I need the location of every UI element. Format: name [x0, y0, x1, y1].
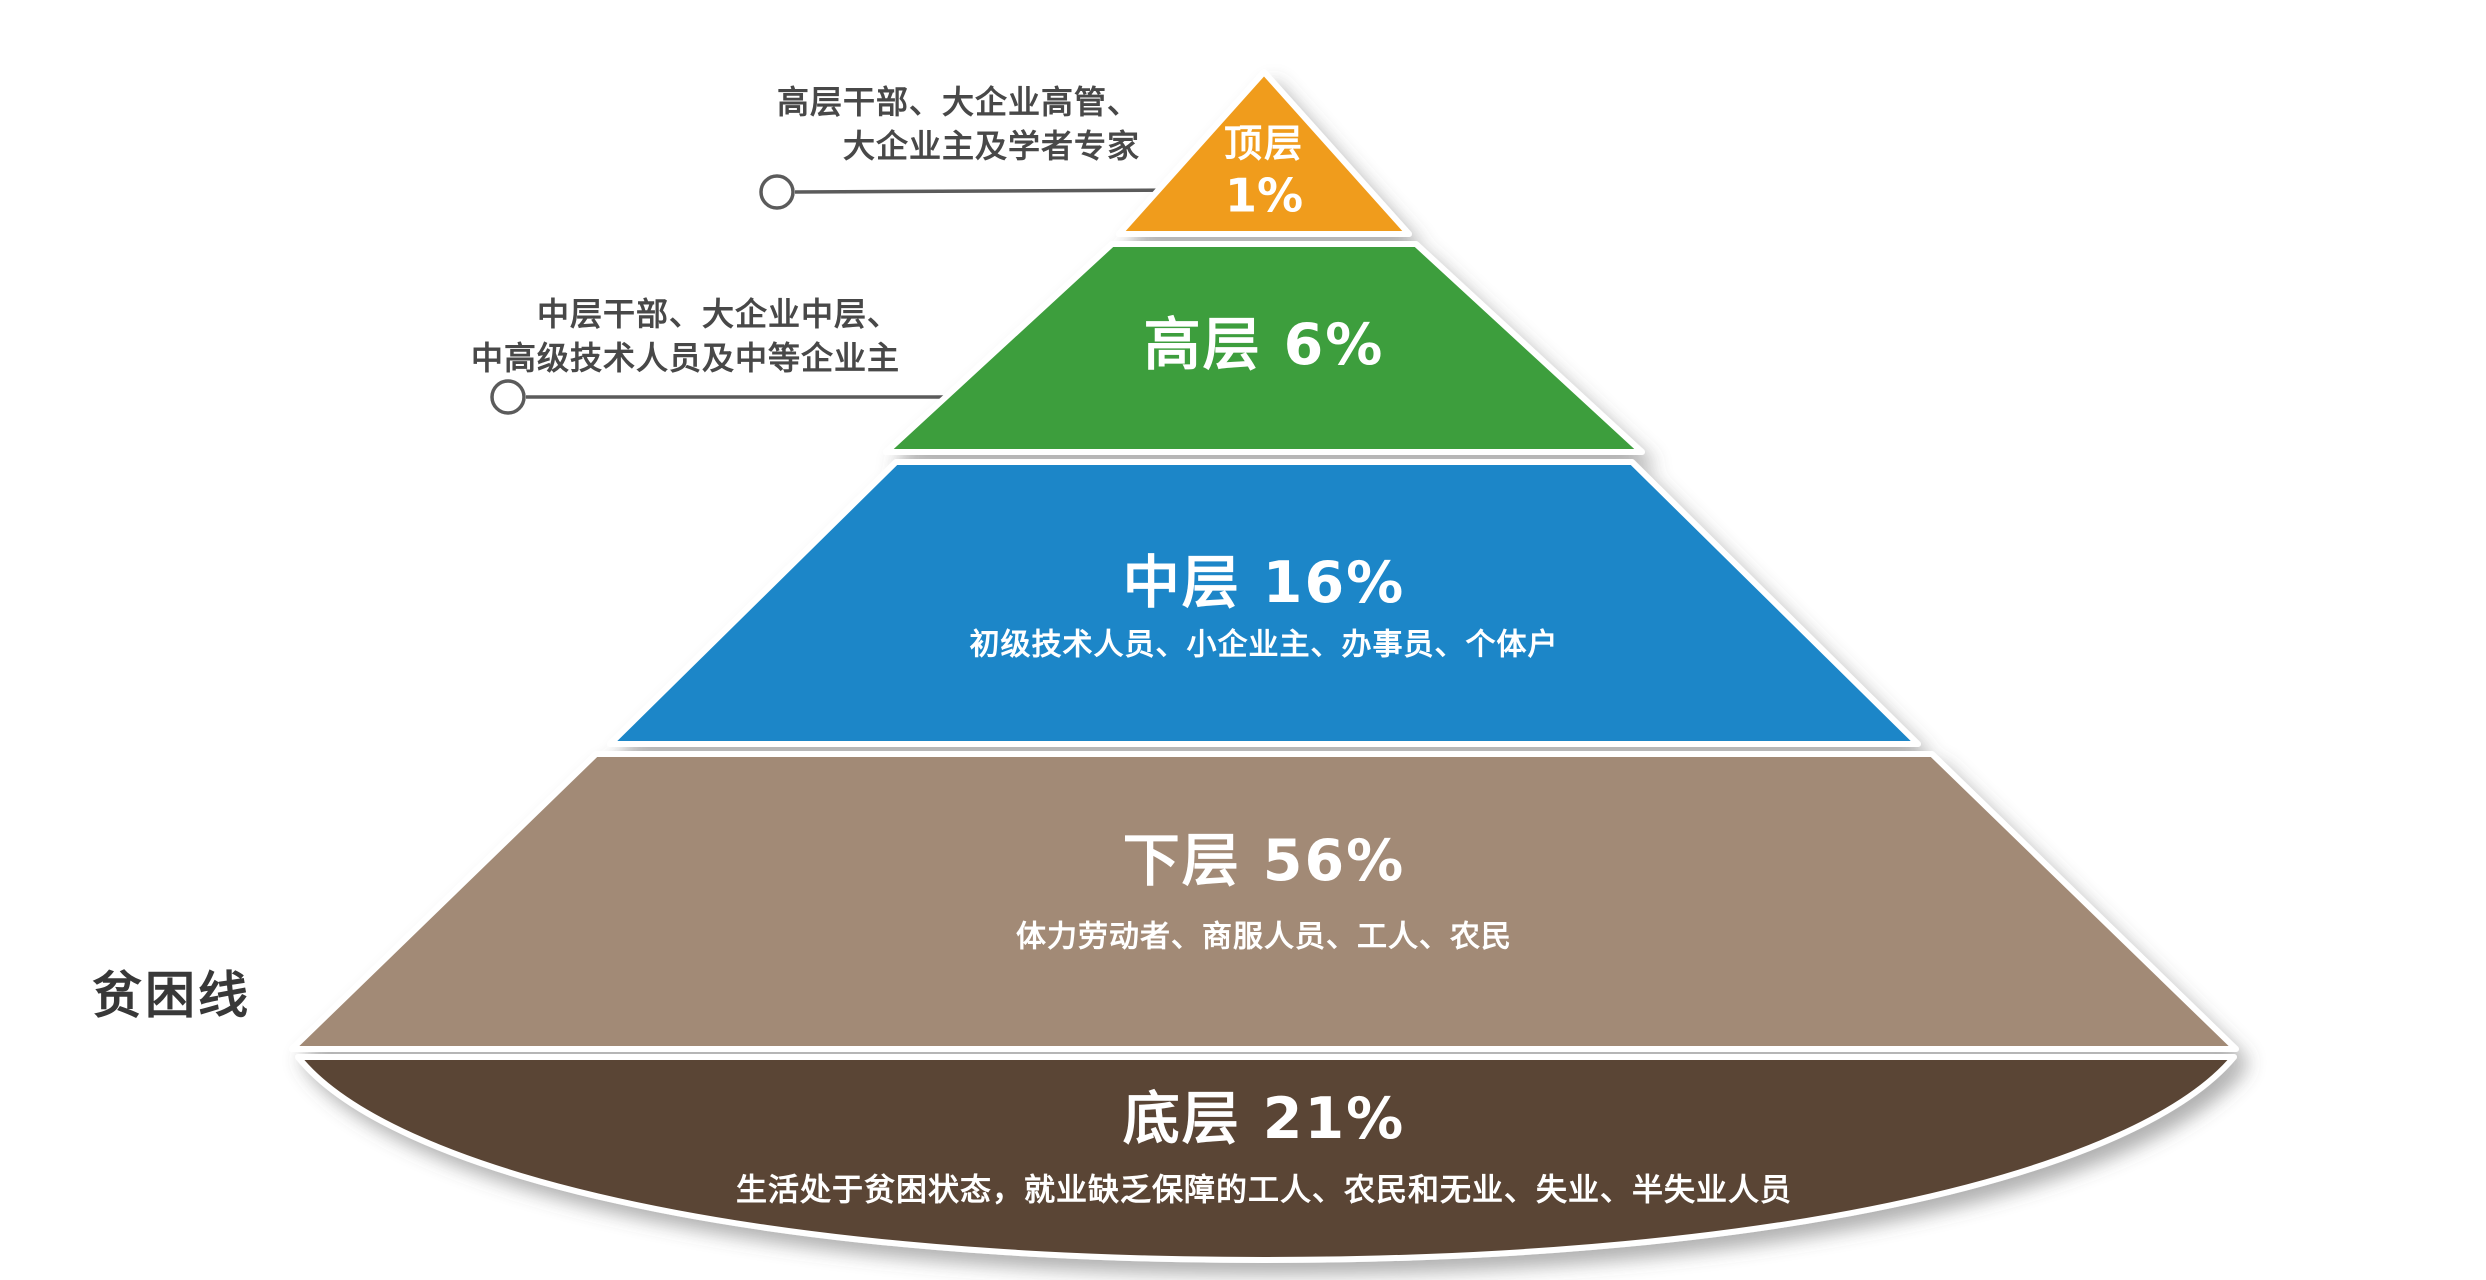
callout-top-line2: 大企业主及学者专家	[843, 127, 1140, 165]
layer-lower-title: 下层 56%	[1123, 828, 1405, 894]
callout-circle-icon	[759, 174, 795, 210]
layer-lower-percent: 56%	[1263, 828, 1405, 894]
layer-bottom-sublabel: 生活处于贫困状态，就业缺乏保障的工人、农民和无业、失业、半失业人员	[736, 1173, 1792, 1209]
layer-middle-label: 中层	[1123, 550, 1241, 616]
layer-bottom-title: 底层 21%	[1123, 1086, 1405, 1152]
layer-upper-label: 高层	[1144, 312, 1262, 378]
layer-bottom-label: 底层	[1123, 1086, 1241, 1152]
layer-middle-sublabel: 初级技术人员、小企业主、办事员、个体户	[970, 628, 1559, 663]
layer-lower-label: 下层	[1123, 828, 1241, 894]
callout-top-leader	[759, 174, 1206, 210]
layer-bottom-shape	[295, 1054, 2237, 1263]
layer-middle-percent: 16%	[1263, 550, 1405, 616]
layer-upper-shape	[883, 241, 1645, 455]
callout-circle-icon	[490, 379, 526, 415]
callout-upper-line1: 中层干部、大企业中层、	[537, 295, 900, 333]
callout-upper-line2: 中高级技术人员及中等企业主	[471, 339, 900, 377]
layer-upper-percent: 6%	[1284, 312, 1385, 378]
callout-line	[794, 188, 1206, 194]
layer-upper-title: 高层 6%	[1144, 312, 1385, 378]
layer-middle-shape	[607, 459, 1921, 747]
callout-top-line1: 高层干部、大企业高管、	[777, 83, 1140, 121]
layer-top-percent: 1%	[1225, 169, 1303, 223]
layer-lower-sublabel: 体力劳动者、商服人员、工人、农民	[1016, 920, 1512, 955]
poverty-line-label: 贫困线	[92, 967, 251, 1025]
layer-lower-shape	[289, 751, 2239, 1052]
layer-top-shape	[1116, 69, 1412, 237]
layer-bottom-percent: 21%	[1263, 1086, 1405, 1152]
layer-middle-title: 中层 16%	[1123, 550, 1405, 616]
layer-top-label: 顶层	[1224, 122, 1304, 166]
